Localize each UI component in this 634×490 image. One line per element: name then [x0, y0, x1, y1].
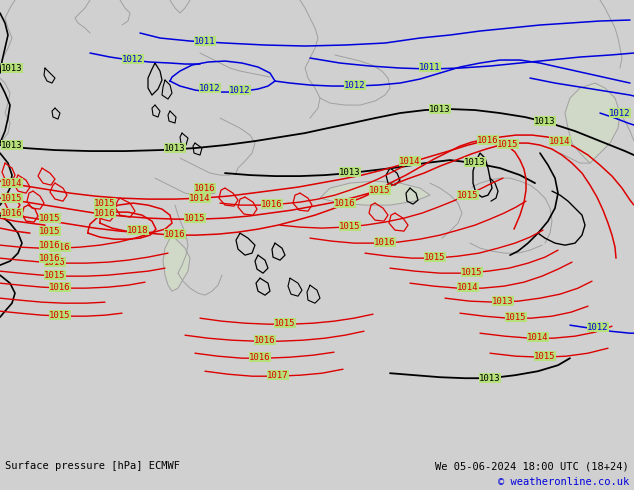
Text: 1012: 1012: [609, 109, 631, 118]
Text: 1016: 1016: [39, 254, 61, 263]
Text: 1014: 1014: [190, 194, 210, 202]
Text: 1013: 1013: [534, 117, 556, 125]
Text: 1015: 1015: [1, 194, 23, 202]
Text: 1016: 1016: [261, 199, 283, 209]
Polygon shape: [320, 181, 430, 205]
Text: 1016: 1016: [39, 241, 61, 249]
Text: 1012: 1012: [199, 84, 221, 93]
Text: 1013: 1013: [429, 104, 451, 114]
Text: We 05-06-2024 18:00 UTC (18+24): We 05-06-2024 18:00 UTC (18+24): [436, 461, 629, 471]
Text: 1013: 1013: [492, 296, 514, 306]
Text: 1014: 1014: [549, 137, 571, 146]
Text: 1012: 1012: [587, 323, 609, 332]
Text: 1016: 1016: [249, 353, 271, 362]
Polygon shape: [163, 238, 190, 291]
Text: 1013: 1013: [1, 64, 23, 73]
Text: 1011: 1011: [194, 37, 216, 46]
Text: 1015: 1015: [497, 140, 519, 148]
Polygon shape: [565, 83, 620, 163]
Text: 1015: 1015: [457, 191, 479, 199]
Text: Surface pressure [hPa] ECMWF: Surface pressure [hPa] ECMWF: [5, 461, 180, 471]
Text: 1015: 1015: [39, 227, 61, 236]
Text: 1011: 1011: [419, 63, 441, 72]
Text: 1014: 1014: [1, 178, 23, 188]
Text: 1018: 1018: [127, 225, 149, 235]
Text: 1015: 1015: [424, 253, 446, 262]
Text: 1014: 1014: [527, 333, 549, 342]
Text: 1014: 1014: [399, 157, 421, 166]
Text: 1015: 1015: [39, 214, 61, 222]
Text: 1016: 1016: [94, 209, 116, 218]
Text: 1015: 1015: [49, 311, 71, 319]
Text: 1014: 1014: [457, 283, 479, 292]
Text: 1016: 1016: [194, 184, 216, 193]
Text: 1017: 1017: [268, 371, 288, 380]
Text: 1015: 1015: [94, 198, 116, 208]
Text: 1013: 1013: [464, 158, 486, 167]
Text: 1016: 1016: [49, 243, 71, 252]
Text: 1012: 1012: [230, 86, 251, 95]
Text: 1016: 1016: [334, 198, 356, 208]
Text: 1016: 1016: [164, 230, 186, 239]
Text: 1013: 1013: [164, 144, 186, 152]
Text: 1016: 1016: [49, 283, 71, 292]
Text: 1012: 1012: [122, 54, 144, 64]
Text: 1016: 1016: [477, 136, 499, 145]
Text: 1013: 1013: [339, 168, 361, 176]
Text: 1015: 1015: [462, 268, 482, 277]
Text: 1016: 1016: [1, 209, 23, 218]
Text: 1016: 1016: [44, 258, 66, 267]
Text: 1015: 1015: [44, 270, 66, 280]
Text: 1015: 1015: [275, 318, 295, 328]
Text: 1015: 1015: [369, 186, 391, 195]
Text: 1016: 1016: [374, 238, 396, 246]
Text: 1013: 1013: [479, 374, 501, 383]
Text: 1013: 1013: [1, 141, 23, 149]
Text: © weatheronline.co.uk: © weatheronline.co.uk: [498, 477, 629, 487]
Text: 1015: 1015: [184, 214, 206, 222]
Text: 1015: 1015: [339, 221, 361, 231]
Text: 1015: 1015: [505, 313, 527, 321]
Text: 1016: 1016: [254, 336, 276, 344]
Text: 1012: 1012: [344, 80, 366, 90]
Text: 1015: 1015: [534, 352, 556, 361]
